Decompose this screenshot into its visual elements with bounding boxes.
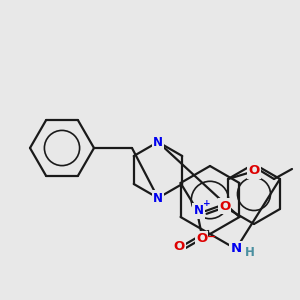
Text: +: + bbox=[203, 200, 210, 208]
Text: O: O bbox=[196, 232, 207, 245]
Text: N: N bbox=[230, 242, 242, 256]
Text: N: N bbox=[194, 205, 204, 218]
Text: O: O bbox=[248, 164, 260, 178]
Text: O: O bbox=[173, 239, 184, 253]
Text: N: N bbox=[153, 191, 163, 205]
Text: O: O bbox=[219, 200, 230, 212]
Text: N: N bbox=[153, 136, 163, 148]
Text: H: H bbox=[245, 245, 255, 259]
Text: −: − bbox=[207, 232, 216, 242]
